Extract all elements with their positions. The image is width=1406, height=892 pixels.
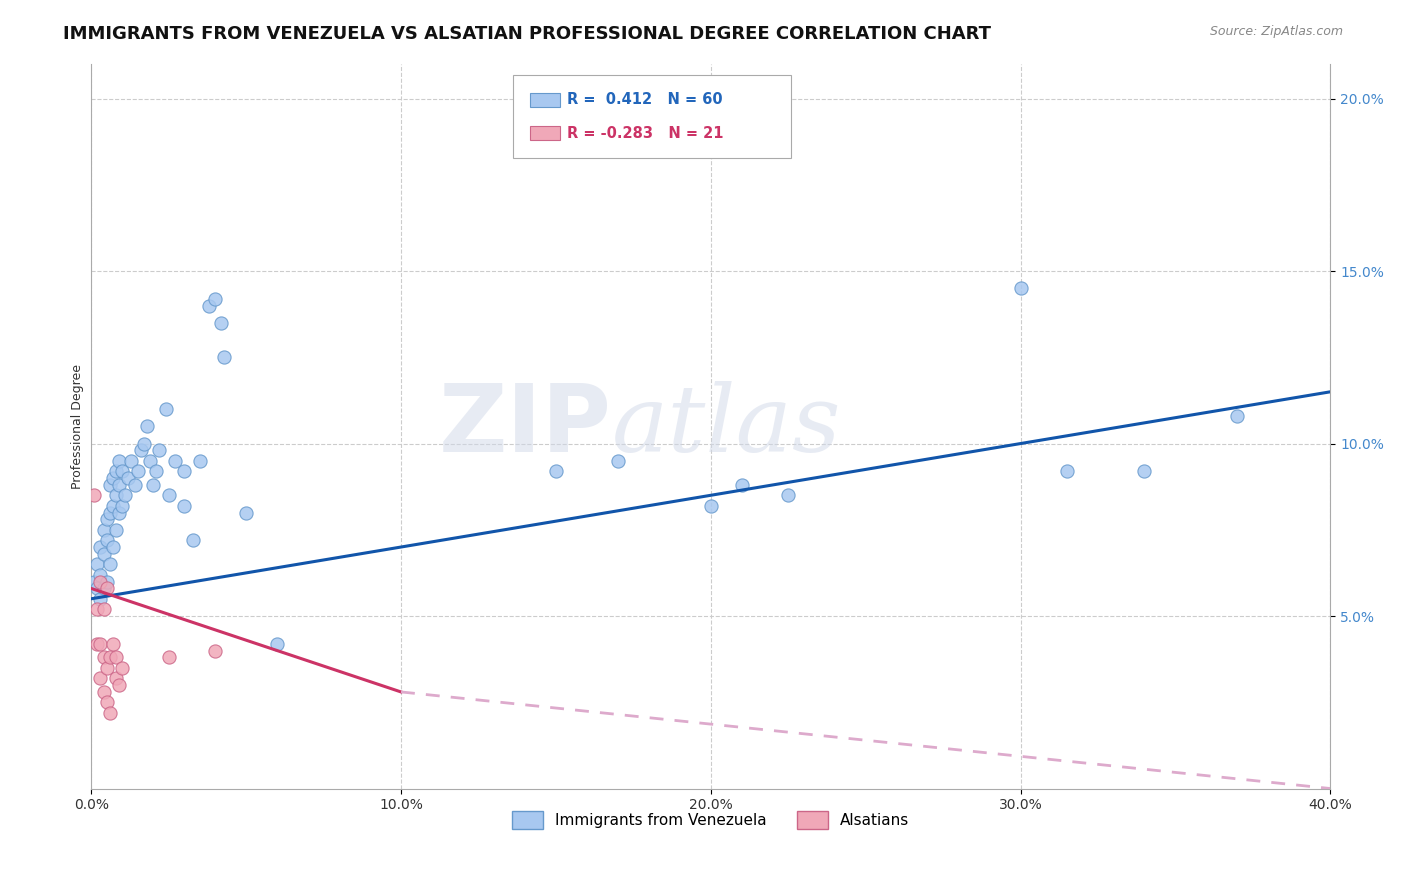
Point [235,506,257,520]
Point [606,454,628,468]
Point [93,523,115,537]
Point [209,316,232,330]
Point [86,582,108,596]
Point [778,488,800,502]
Point [96,574,118,589]
Point [93,685,115,699]
Point [96,582,118,596]
Y-axis label: Professional Degree: Professional Degree [72,364,84,489]
Point [96,661,118,675]
Point [544,464,567,478]
Point [173,464,195,478]
Point [700,499,723,513]
FancyBboxPatch shape [513,75,792,158]
Point [108,454,131,468]
Point [86,602,108,616]
Legend: Immigrants from Venezuela, Alsatians: Immigrants from Venezuela, Alsatians [506,805,915,835]
FancyBboxPatch shape [530,127,560,140]
Point [89,540,111,554]
Point [89,637,111,651]
Point [139,454,162,468]
Point [83,488,105,502]
Point [108,678,131,692]
Point [89,574,111,589]
Point [127,464,149,478]
Point [117,471,139,485]
Point [98,506,121,520]
Point [104,464,127,478]
Point [86,637,108,651]
Point [155,402,177,417]
Point [129,443,152,458]
Point [111,661,134,675]
Point [266,637,288,651]
Point [101,540,124,554]
Point [132,436,155,450]
Point [96,533,118,548]
Point [98,478,121,492]
Point [1226,409,1249,423]
Point [89,567,111,582]
Point [136,419,159,434]
Point [104,671,127,685]
Point [204,643,226,657]
Point [1056,464,1078,478]
Point [93,547,115,561]
Text: IMMIGRANTS FROM VENEZUELA VS ALSATIAN PROFESSIONAL DEGREE CORRELATION CHART: IMMIGRANTS FROM VENEZUELA VS ALSATIAN PR… [63,25,991,43]
Point [173,499,195,513]
Point [124,478,146,492]
Point [148,443,170,458]
Point [204,292,226,306]
Point [188,454,211,468]
Point [214,351,236,365]
Point [93,582,115,596]
Point [108,506,131,520]
Point [111,499,134,513]
Point [101,637,124,651]
Point [96,512,118,526]
Point [114,488,136,502]
Point [93,602,115,616]
Point [142,478,165,492]
Point [145,464,167,478]
Point [98,650,121,665]
Point [96,695,118,709]
Point [101,471,124,485]
Point [93,650,115,665]
Point [98,558,121,572]
Point [104,488,127,502]
Point [183,533,205,548]
Point [98,706,121,720]
Text: R =  0.412   N = 60: R = 0.412 N = 60 [567,93,723,107]
Text: ZIP: ZIP [439,380,612,472]
Text: Source: ZipAtlas.com: Source: ZipAtlas.com [1209,25,1343,38]
Point [163,454,186,468]
Point [120,454,142,468]
Point [111,464,134,478]
Point [89,591,111,606]
Point [104,650,127,665]
FancyBboxPatch shape [530,93,560,107]
Point [108,478,131,492]
Point [157,650,180,665]
Point [86,558,108,572]
Text: atlas: atlas [612,381,841,471]
Point [1010,281,1032,295]
Point [157,488,180,502]
Point [1133,464,1156,478]
Text: R = -0.283   N = 21: R = -0.283 N = 21 [567,126,724,141]
Point [101,499,124,513]
Point [731,478,754,492]
Point [83,574,105,589]
Point [89,671,111,685]
Point [104,523,127,537]
Point [198,299,221,313]
